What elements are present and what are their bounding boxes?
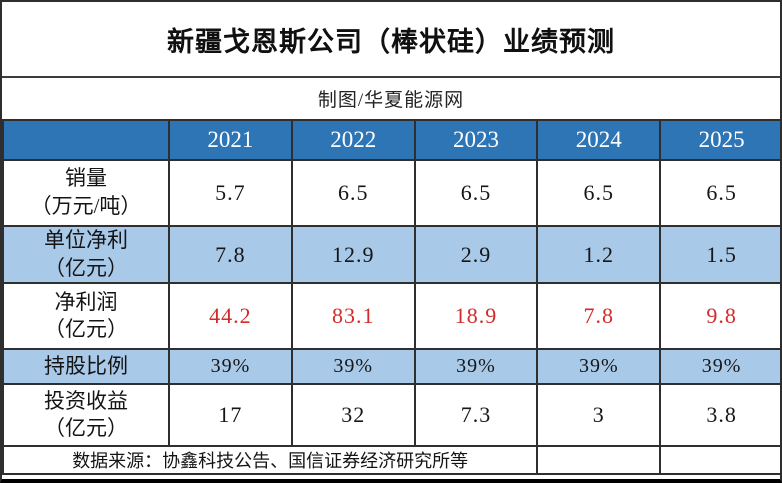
table-row-investment-income: 投资收益 （亿元） 17 32 7.3 3 3.8 [2, 383, 780, 448]
value-cell-highlighted: 9.8 [659, 282, 780, 351]
value-cell: 6.5 [413, 159, 539, 227]
value-cell: 39% [413, 348, 539, 386]
footer-empty-cell [659, 445, 780, 476]
value-cell: 7.3 [413, 383, 539, 448]
title-section: 新疆戈恩斯公司（棒状硅）业绩预测 [2, 2, 780, 78]
report-title: 新疆戈恩斯公司（棒状硅）业绩预测 [167, 26, 615, 57]
value-cell: 12.9 [290, 224, 416, 285]
metric-label-sales: 销量 （万元/吨） [2, 159, 170, 227]
year-header-2025: 2025 [659, 119, 780, 161]
value-cell-highlighted: 18.9 [413, 282, 539, 351]
value-cell: 2.9 [413, 224, 539, 285]
value-cell: 39% [536, 348, 662, 386]
value-cell: 39% [290, 348, 416, 386]
subtitle-section: 制图/华夏能源网 [2, 78, 780, 119]
metric-name: 投资收益 [44, 388, 128, 413]
year-header-2024: 2024 [536, 119, 662, 161]
value-cell-highlighted: 7.8 [536, 282, 662, 351]
value-cell: 5.7 [168, 159, 293, 227]
metric-unit: （亿元） [44, 317, 128, 342]
value-cell: 1.5 [659, 224, 780, 285]
value-cell: 39% [659, 348, 780, 386]
value-cell: 3.8 [659, 383, 780, 448]
metric-unit: （亿元） [44, 255, 128, 280]
value-cell: 39% [168, 348, 293, 386]
value-cell: 6.5 [536, 159, 662, 227]
metric-name: 持股比例 [44, 354, 128, 379]
year-header-2023: 2023 [413, 119, 539, 161]
source-note: 数据来源：协鑫科技公告、国信证券经济研究所等 [2, 445, 539, 476]
metric-name: 净利润 [54, 289, 118, 314]
value-cell: 3 [536, 383, 662, 448]
year-header-2021: 2021 [168, 119, 293, 161]
metric-name: 销量 [65, 166, 107, 191]
value-cell: 6.5 [659, 159, 780, 227]
metric-unit: （万元/吨） [30, 194, 142, 218]
value-cell-highlighted: 83.1 [290, 282, 416, 351]
metric-name: 单位净利 [44, 228, 128, 252]
table-row-sales: 销量 （万元/吨） 5.7 6.5 6.5 6.5 6.5 [2, 159, 780, 227]
source-row: 数据来源：协鑫科技公告、国信证券经济研究所等 [2, 445, 780, 476]
value-cell-highlighted: 44.2 [168, 282, 293, 351]
table-row-shareholding: 持股比例 39% 39% 39% 39% 39% [2, 348, 780, 386]
value-cell: 32 [290, 383, 416, 448]
metric-label-net-profit: 净利润 （亿元） [2, 282, 170, 351]
metric-unit: （亿元） [44, 416, 128, 441]
value-cell: 7.8 [168, 224, 293, 285]
corner-cell [2, 119, 170, 161]
metric-label-shareholding: 持股比例 [2, 348, 170, 386]
table-row-net-profit: 净利润 （亿元） 44.2 83.1 18.9 7.8 9.8 [2, 282, 780, 351]
metric-label-unit-profit: 单位净利 （亿元） [2, 224, 170, 285]
footer-empty-cell [536, 445, 662, 476]
year-header-row: 2021 2022 2023 2024 2025 [2, 119, 780, 161]
table-row-unit-profit: 单位净利 （亿元） 7.8 12.9 2.9 1.2 1.5 [2, 224, 780, 285]
value-cell: 17 [168, 383, 293, 448]
value-cell: 6.5 [290, 159, 416, 227]
credit-line: 制图/华夏能源网 [317, 90, 465, 111]
year-header-2022: 2022 [290, 119, 416, 161]
forecast-table: 2021 2022 2023 2024 2025 销量 （万元/吨） 5.7 6… [2, 119, 780, 476]
metric-label-investment-income: 投资收益 （亿元） [2, 383, 170, 448]
value-cell: 1.2 [536, 224, 662, 285]
